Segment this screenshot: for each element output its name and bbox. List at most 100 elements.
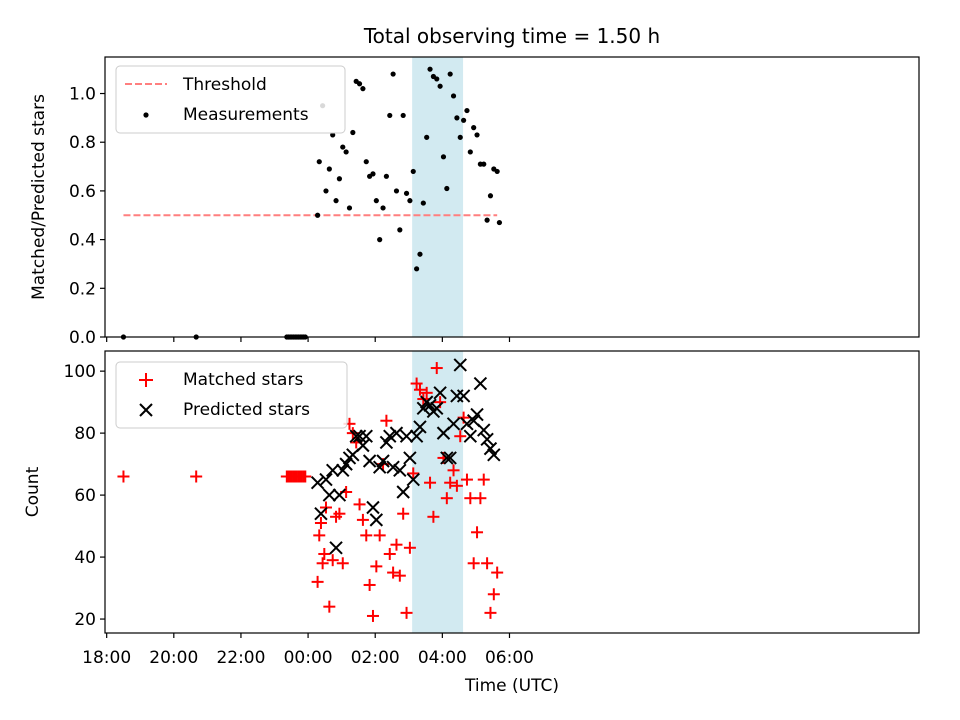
measurement-point [323,188,329,194]
matched-star-point [444,476,457,489]
measurement-point [437,83,443,89]
predicted-star-point [332,488,347,502]
measurement-point [447,71,453,77]
top-y-axis-label: Matched/Predicted stars [29,94,49,300]
predicted-star-point [483,441,498,456]
y-tick-label: 40 [74,548,96,568]
measurement-point [356,81,363,87]
predicted-star-point [440,451,454,465]
matched-star-point [383,547,396,560]
matched-star-point [481,557,494,570]
matched-star-point [380,414,393,427]
matched-star-point [313,529,326,542]
measurement-point [383,173,390,179]
measurement-point [450,93,457,99]
matched-star-point [360,529,373,542]
measurement-point [397,227,403,233]
top-legend-box [115,65,346,134]
predicted-star-point [487,448,501,462]
predicted-star-point [463,429,478,443]
measurement-point [427,66,433,72]
predicted-star-point [430,401,444,416]
predicted-star-point [393,463,407,478]
x-axis-label: Time (UTC) [464,676,559,696]
predicted-star-point [446,417,461,431]
x-tick-label: 02:00 [351,648,400,668]
measurement-point [373,198,379,204]
matched-star-point [460,473,473,486]
matched-star-point [314,516,327,529]
predicted-star-point [406,472,420,487]
matched-star-point [353,498,366,511]
top-y-axis: 0.0 0.2 0.4 0.6 0.8 1.0 [69,85,105,348]
predicted-star-point [396,485,410,499]
matched-star-point [323,600,336,613]
predicted-star-point [423,398,437,412]
matched-star-point [336,557,349,570]
measurement-point [454,115,460,121]
measurement-point [360,86,366,92]
predicted-star-point [336,463,350,478]
matched-star-point [477,473,490,486]
matched-star-point [370,560,383,573]
matched-star-point [430,362,443,375]
matched-star-point [424,476,437,489]
measurement-point [420,200,426,206]
matched-star-point [410,377,423,390]
matched-star-point [326,554,339,567]
measurement-point [346,205,353,211]
measurement-point [336,176,343,182]
measurement-point [387,112,393,119]
measurement-point [350,129,356,136]
predicted-star-point [372,460,387,474]
y-tick-label: 80 [74,424,96,444]
matched-star-point [393,569,406,582]
measurement-point [393,188,400,194]
predicted-star-point [356,438,370,453]
measurement-point [467,149,473,155]
bottom-panel: 20 40 60 80 100 18:00 20:00 22:00 00:00 02:00 04:… [23,350,920,696]
x-tick-label: 18:00 [82,648,131,668]
matched-star-point [487,588,500,601]
top-axes-frame [104,56,920,338]
top-x-ticks [106,337,511,342]
predicted-star-point [433,386,447,400]
predicted-star-point [470,407,484,422]
predicted-star-point [376,454,390,468]
measurement-point [377,237,383,243]
bottom-legend: Matched stars Predicted stars [115,361,348,429]
measurement-point [390,71,396,77]
predicted-star-point [399,429,414,443]
matched-star-point [454,430,467,443]
matched-star-point [464,492,477,505]
measurement-point [340,144,346,150]
measurement-point [326,166,332,172]
predicted-star-point [477,423,491,437]
y-tick-label: 0.2 [69,279,96,299]
matched-star-point [413,383,426,396]
x-tick-label: 22:00 [216,648,265,668]
y-tick-label: 0.8 [69,133,96,153]
matched-star-point [299,470,312,483]
measurement-point [316,159,322,165]
matched-star-point [474,492,487,505]
predicted-star-point [314,506,328,521]
y-tick-label: 0.0 [69,328,96,348]
predicted-star-point [383,429,397,443]
predicted-star-point [416,401,431,416]
predicted-star-point [362,454,377,468]
bottom-plot-marks [117,358,504,622]
matched-star-point [390,538,403,551]
measurement-point [400,112,406,119]
matched-star-point [363,578,376,591]
matched-star-point [117,470,130,483]
predicted-star-point [339,457,353,471]
predicted-star-point [329,541,343,555]
y-tick-label: 0.4 [69,231,96,251]
matched-star-point [484,606,497,619]
measurement-point [380,205,386,211]
measurement-point [417,251,423,257]
legend-label-matched-stars: Matched stars [183,370,303,390]
measurement-point [363,159,369,165]
matched-star-point [440,492,453,505]
